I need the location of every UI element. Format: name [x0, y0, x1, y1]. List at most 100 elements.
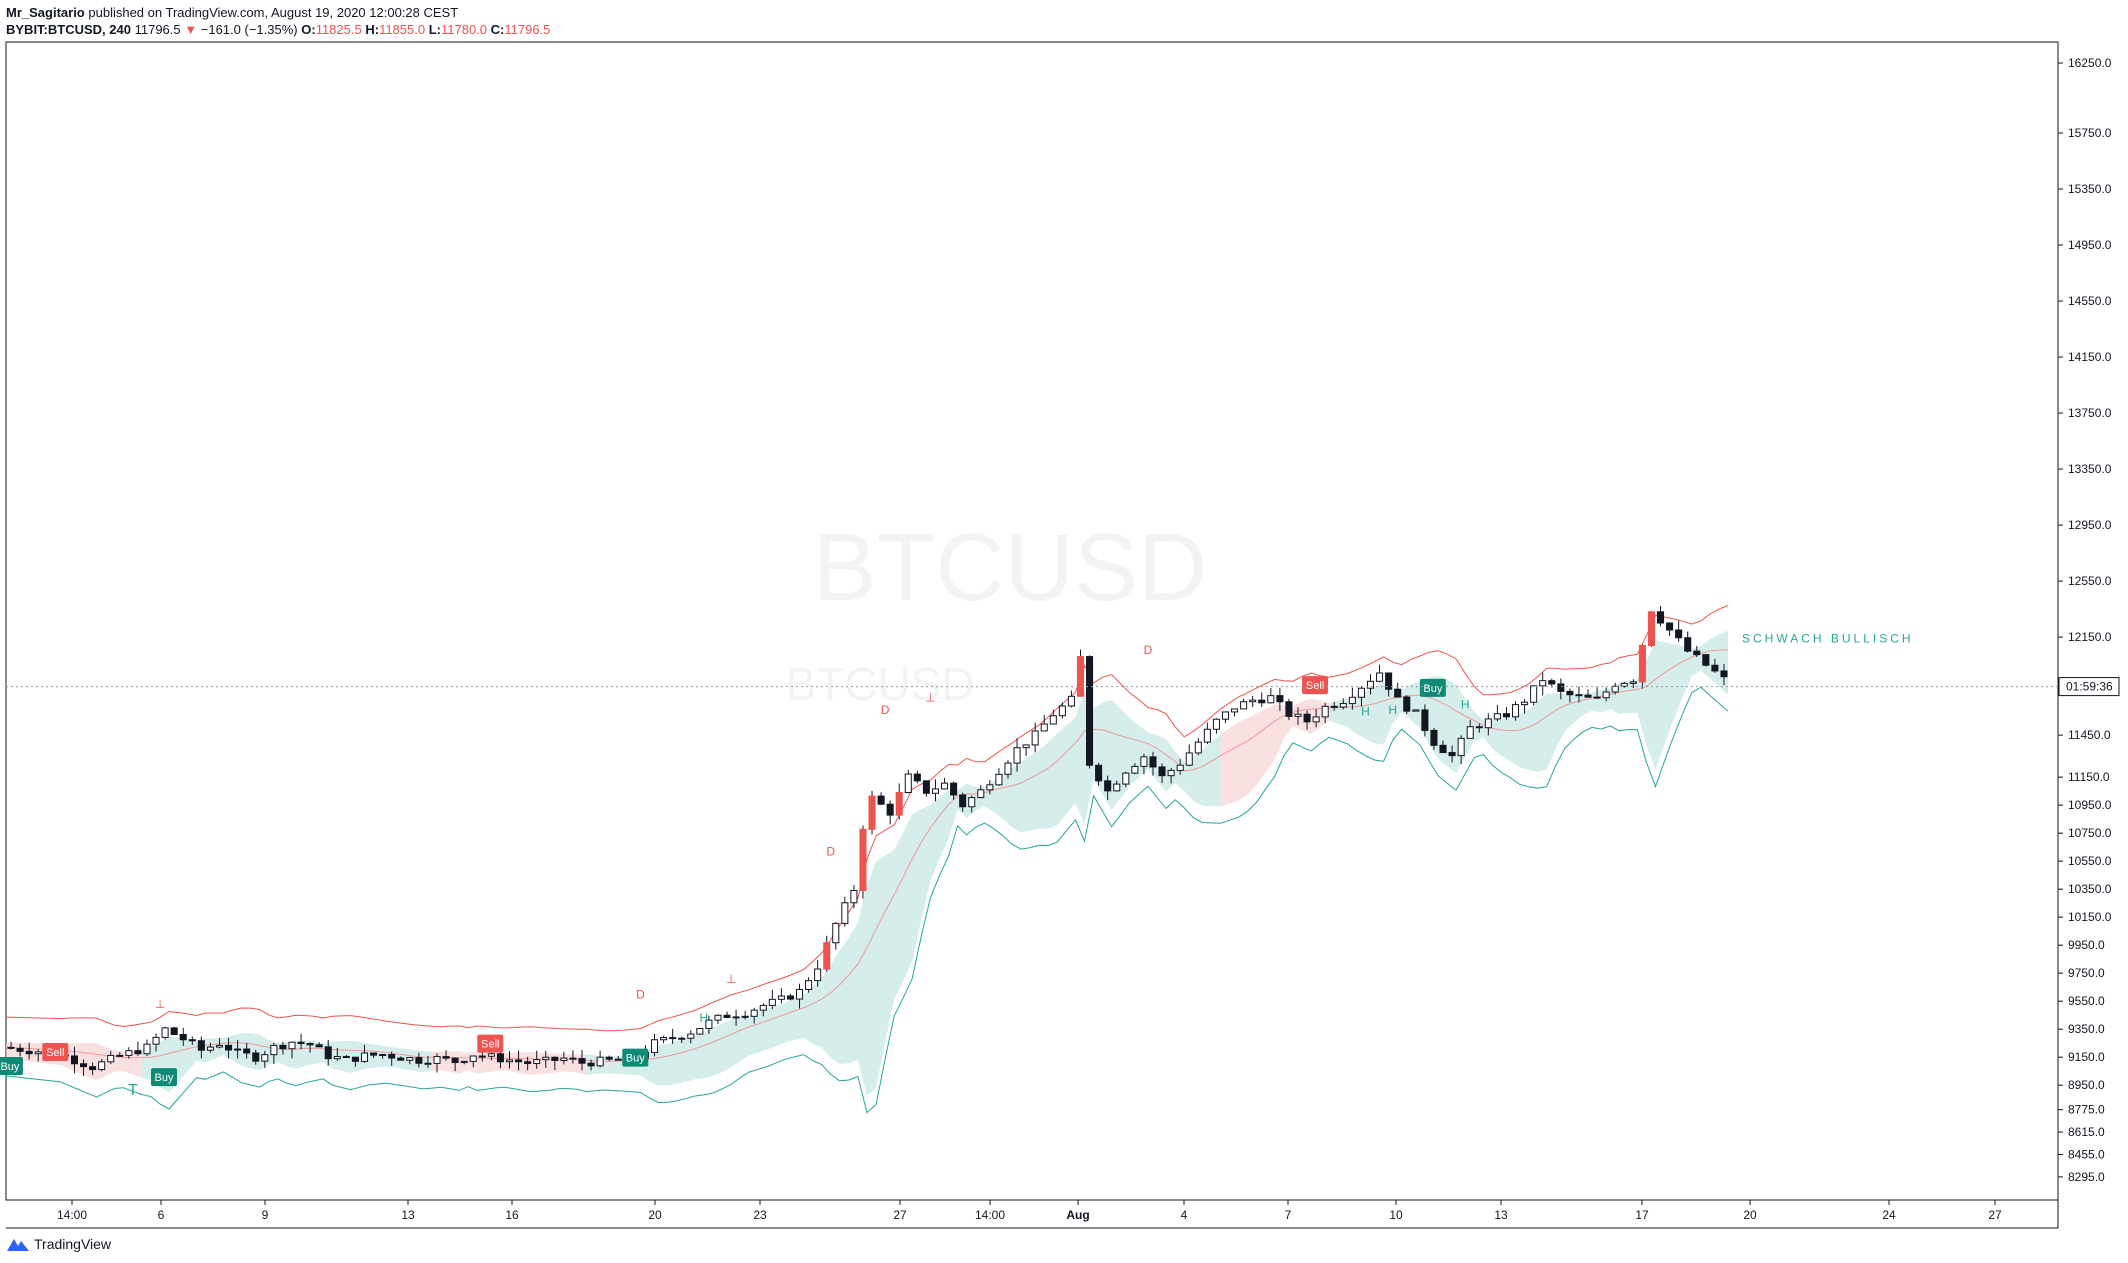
candle[interactable] — [587, 1059, 595, 1071]
candle[interactable] — [1185, 744, 1193, 767]
candle[interactable] — [1675, 620, 1683, 642]
candle[interactable] — [814, 960, 822, 987]
candle[interactable] — [1412, 709, 1420, 712]
candle[interactable] — [1647, 611, 1655, 648]
candle[interactable] — [1303, 710, 1311, 730]
candle[interactable] — [1439, 740, 1447, 754]
candle[interactable] — [1249, 695, 1257, 708]
candle[interactable] — [1711, 658, 1719, 673]
candle[interactable] — [215, 1038, 224, 1049]
candle[interactable] — [995, 768, 1003, 786]
candle[interactable] — [261, 1050, 269, 1068]
candle[interactable] — [80, 1059, 88, 1077]
candle[interactable] — [578, 1049, 586, 1071]
candle[interactable] — [1521, 699, 1529, 714]
candle[interactable] — [505, 1051, 514, 1069]
candle[interactable] — [1104, 775, 1112, 801]
candle[interactable] — [388, 1051, 396, 1066]
signal-sell[interactable]: Sell — [42, 1042, 69, 1061]
signal-sell[interactable]: Sell — [477, 1034, 504, 1053]
candle[interactable] — [1013, 738, 1021, 772]
candle[interactable] — [1004, 760, 1012, 779]
candle[interactable] — [1031, 722, 1039, 753]
candle[interactable] — [986, 780, 994, 795]
candle[interactable] — [1539, 672, 1547, 696]
candle[interactable] — [605, 1055, 613, 1062]
candle[interactable] — [768, 990, 776, 1010]
candle[interactable] — [886, 800, 894, 825]
candle[interactable] — [397, 1056, 405, 1061]
candle[interactable] — [1231, 708, 1239, 717]
candle[interactable] — [1575, 686, 1583, 703]
candle[interactable] — [705, 1015, 713, 1034]
candle[interactable] — [206, 1042, 214, 1053]
candle[interactable] — [1058, 702, 1066, 719]
candle[interactable] — [270, 1042, 278, 1065]
candle[interactable] — [1430, 727, 1438, 750]
candle[interactable] — [551, 1056, 559, 1071]
candle[interactable] — [1475, 723, 1483, 733]
candle[interactable] — [179, 1027, 187, 1047]
candle[interactable] — [252, 1049, 260, 1065]
candle[interactable] — [1240, 698, 1248, 710]
candle[interactable] — [823, 935, 831, 972]
candle[interactable] — [70, 1046, 79, 1074]
candle[interactable] — [524, 1056, 532, 1071]
candle[interactable] — [16, 1044, 24, 1057]
candle[interactable] — [1339, 698, 1347, 710]
candle[interactable] — [469, 1055, 477, 1068]
candle[interactable] — [959, 792, 967, 812]
candle[interactable] — [1421, 704, 1429, 737]
candle[interactable] — [1629, 679, 1637, 689]
candle[interactable] — [1095, 762, 1103, 786]
candle[interactable] — [786, 993, 794, 1001]
candle[interactable] — [1040, 715, 1048, 732]
signal-buy[interactable]: Buy — [151, 1068, 178, 1087]
candle[interactable] — [1131, 763, 1139, 775]
candle[interactable] — [415, 1052, 423, 1068]
candle[interactable] — [1276, 687, 1284, 711]
candle[interactable] — [714, 1014, 722, 1025]
candle[interactable] — [197, 1036, 205, 1059]
candle[interactable] — [107, 1051, 115, 1065]
candle[interactable] — [225, 1037, 233, 1059]
candle[interactable] — [732, 1009, 740, 1026]
candle[interactable] — [1403, 695, 1411, 715]
candle[interactable] — [660, 1035, 668, 1044]
candle[interactable] — [1457, 735, 1465, 765]
candle[interactable] — [741, 1011, 749, 1020]
candle[interactable] — [188, 1036, 196, 1046]
candle[interactable] — [1466, 719, 1474, 739]
candle[interactable] — [1285, 698, 1293, 721]
candle[interactable] — [1684, 631, 1692, 653]
candle[interactable] — [533, 1050, 541, 1069]
candle[interactable] — [478, 1052, 486, 1062]
candle[interactable] — [931, 779, 940, 802]
candle[interactable] — [922, 780, 930, 797]
candle[interactable] — [1584, 689, 1592, 698]
candle[interactable] — [1548, 678, 1556, 688]
candle[interactable] — [1086, 655, 1094, 769]
candle[interactable] — [904, 769, 912, 794]
candle[interactable] — [143, 1039, 151, 1057]
candle[interactable] — [7, 1041, 15, 1050]
candle[interactable] — [1385, 672, 1393, 697]
candle[interactable] — [442, 1050, 450, 1061]
candle[interactable] — [1593, 687, 1601, 699]
candle[interactable] — [1394, 682, 1402, 698]
candle[interactable] — [451, 1057, 459, 1072]
candle[interactable] — [696, 1027, 704, 1035]
candle[interactable] — [170, 1027, 178, 1035]
candle[interactable] — [370, 1052, 378, 1058]
candle[interactable] — [723, 1011, 731, 1018]
candle[interactable] — [913, 770, 921, 784]
candle[interactable] — [750, 1007, 758, 1024]
candle[interactable] — [460, 1060, 468, 1065]
candle[interactable] — [243, 1042, 251, 1059]
candle[interactable] — [687, 1030, 695, 1044]
candle[interactable] — [1122, 771, 1130, 788]
candle[interactable] — [1530, 685, 1538, 706]
candle[interactable] — [134, 1041, 142, 1057]
candle[interactable] — [1140, 753, 1148, 775]
